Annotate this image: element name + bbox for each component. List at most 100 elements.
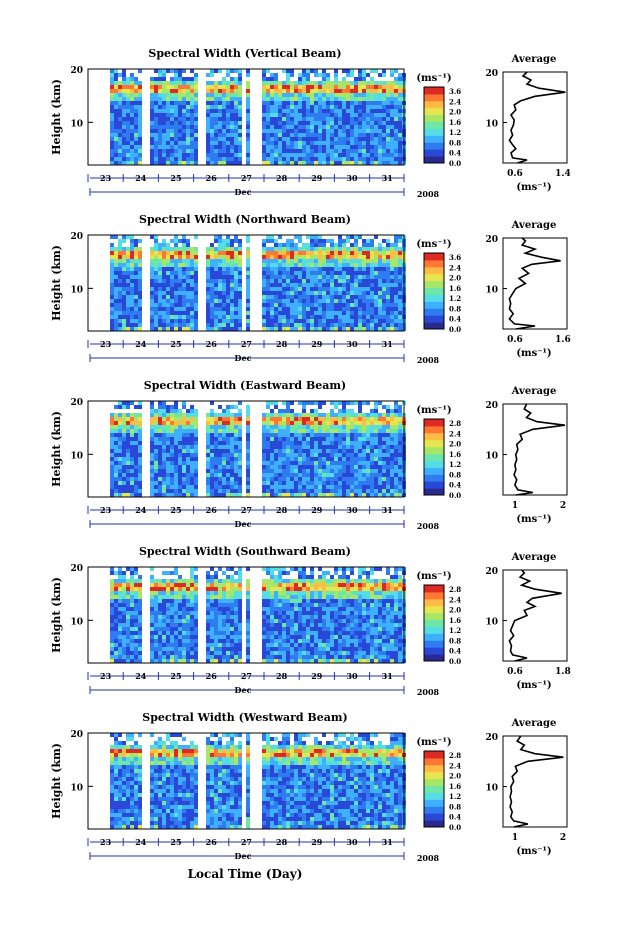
heatmap-cell [274,291,278,295]
heatmap-cell [310,441,314,445]
heatmap-cell [310,97,314,101]
heatmap-cell [210,247,214,251]
heatmap-cell [366,263,370,267]
heatmap-cell [330,153,334,157]
heatmap-cell [270,473,274,477]
heatmap-cell [138,639,142,643]
heatmap-cell [334,283,338,287]
heatmap-cell [162,275,166,279]
heatmap-cell [178,311,182,315]
heatmap-cell [158,469,162,473]
heatmap-cell [178,105,182,109]
heatmap-cell [338,105,342,109]
heatmap-cell [218,469,222,473]
heatmap-cell [334,287,338,291]
heatmap-cell [318,465,322,469]
heatmap-cell [222,153,226,157]
heatmap-cell [122,137,126,141]
heatmap-cell [346,421,350,425]
heatmap-cell [346,113,350,117]
heatmap-cell [386,465,390,469]
heatmap-cell [190,153,194,157]
heatmap-cell [270,239,274,243]
heatmap-cell [234,319,238,323]
heatmap-cell [174,121,178,125]
heatmap-cell [222,417,226,421]
heatmap-cell [314,327,318,331]
heatmap-cell [158,659,162,663]
heatmap-cell [294,291,298,295]
heatmap-cell [318,259,322,263]
heatmap-cell [174,469,178,473]
heatmap-cell [338,275,342,279]
heatmap-cell [302,157,306,161]
heatmap-cell [278,303,282,307]
heatmap-cell [158,263,162,267]
heatmap-cell [222,133,226,137]
heatmap-cell [338,89,342,93]
heatmap-cell [374,267,378,271]
heatmap-cell [374,401,378,405]
heatmap-cell [174,271,178,275]
heatmap-cell [110,647,114,651]
heatmap-cell [266,315,270,319]
heatmap-cell [134,445,138,449]
heatmap-cell [274,101,278,105]
heatmap-cell [298,319,302,323]
heatmap-cell [122,441,126,445]
heatmap-cell [330,303,334,307]
heatmap-cell [134,611,138,615]
heatmap-cell [350,441,354,445]
heatmap-cell [126,659,130,663]
heatmap-cell [158,69,162,73]
heatmap-cell [322,121,326,125]
heatmap-cell [158,129,162,133]
heatmap-cell [206,133,210,137]
heatmap-cell [154,417,158,421]
heatmap-cell [390,73,394,77]
heatmap-cell [318,401,322,405]
heatmap-cell [122,571,126,575]
heatmap-cell [338,465,342,469]
heatmap-cell [210,283,214,287]
heatmap-cell [118,401,122,405]
heatmap-cell [378,271,382,275]
heatmap-cell [134,595,138,599]
heatmap-cell [226,433,230,437]
heatmap-cell [218,453,222,457]
heatmap-cell [358,85,362,89]
heatmap-cell [206,465,210,469]
colorbar-segment [424,481,444,489]
heatmap-cell [282,319,286,323]
heatmap-cell [186,449,190,453]
heatmap-cell [174,133,178,137]
heatmap-cell [130,461,134,465]
heatmap-cell [370,109,374,113]
heatmap-cell [214,283,218,287]
heatmap-cell [370,97,374,101]
heatmap-cell [366,141,370,145]
heatmap-cell [374,271,378,275]
heatmap-cell [190,81,194,85]
heatmap-cell [330,141,334,145]
heatmap-cell [186,303,190,307]
heatmap-cell [130,153,134,157]
heatmap-cell [182,429,186,433]
heatmap-cell [390,457,394,461]
heatmap-cell [166,591,170,595]
heatmap-cell [134,145,138,149]
heatmap-cell [222,113,226,117]
heatmap-cell [130,659,134,663]
heatmap-cell [362,327,366,331]
heatmap-cell [306,153,310,157]
heatmap-cell [386,493,390,497]
heatmap-cell [278,453,282,457]
heatmap-cell [166,611,170,615]
heatmap-cell [306,319,310,323]
heatmap-cell [374,109,378,113]
heatmap-cell [302,437,306,441]
heatmap-cell [182,449,186,453]
heatmap-cell [122,595,126,599]
heatmap-cell [322,239,326,243]
heatmap-cell [186,77,190,81]
